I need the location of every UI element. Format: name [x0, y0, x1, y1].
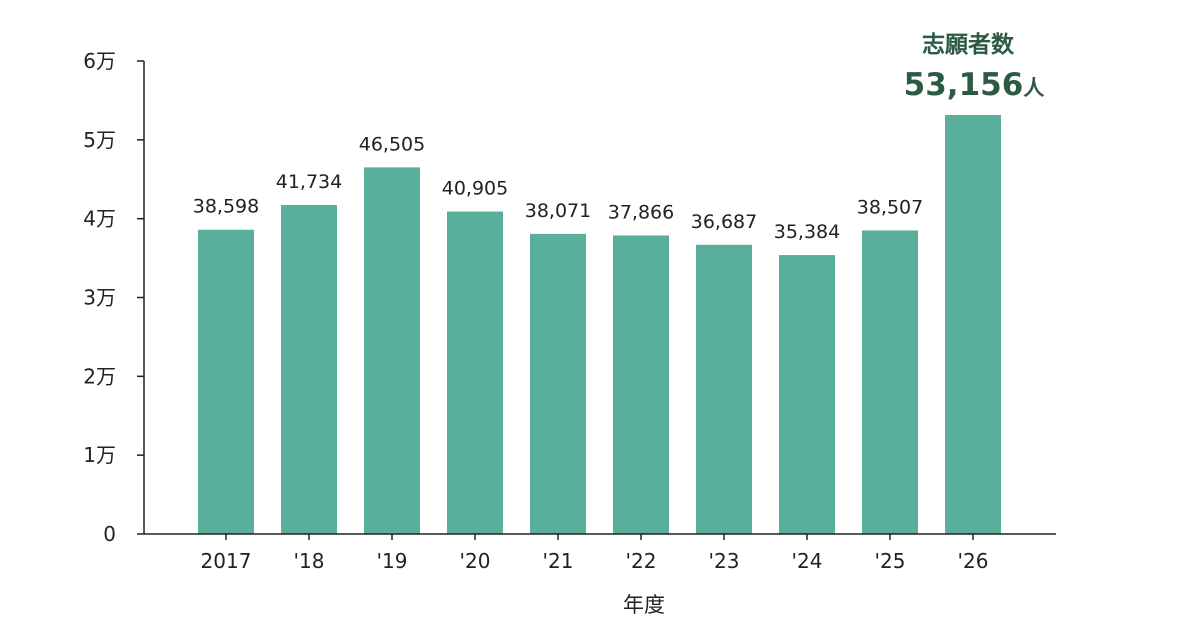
x-tick-label: '18: [294, 549, 325, 573]
bar: [364, 167, 420, 534]
bar: [613, 235, 669, 535]
y-tick-label: 0: [103, 522, 116, 546]
x-tick-label: '21: [543, 549, 574, 573]
bar: [696, 244, 752, 534]
x-tick-label: '26: [958, 549, 989, 573]
bar-value-label: 36,687: [691, 211, 757, 233]
y-tick-label: 6万: [83, 49, 116, 73]
y-axis-ticks: 0 1万 2万 3万 4万 5万 6万: [83, 49, 144, 546]
bar-value-label: 35,384: [774, 221, 840, 243]
bar: [945, 114, 1001, 534]
bar-value-label: 38,507: [857, 196, 923, 218]
highlight-number: 53,156: [904, 67, 1024, 103]
x-tick-label: '22: [626, 549, 657, 573]
bar: [530, 233, 586, 535]
bar-value-label: 46,505: [359, 133, 425, 155]
x-tick-label: '25: [875, 549, 906, 573]
bar-value-label: 40,905: [442, 178, 508, 200]
highlight-unit: 人: [1023, 76, 1044, 100]
x-tick-label: '20: [460, 549, 491, 573]
bar: [447, 211, 503, 534]
bar: [862, 230, 918, 535]
bar: [281, 204, 337, 535]
highlight-value: 53,156人: [904, 67, 1045, 103]
y-tick-label: 5万: [83, 128, 116, 152]
x-axis-title: 年度: [623, 593, 665, 617]
y-tick-label: 1万: [83, 443, 116, 467]
y-tick-label: 4万: [83, 207, 116, 231]
y-tick-label: 3万: [83, 286, 116, 310]
value-labels: 38,598 41,734 46,505 40,905 38,071 37,866 36,6…: [193, 133, 923, 243]
y-tick-label: 2万: [83, 364, 116, 388]
highlight-annotation: 志願者数 53,156人: [904, 32, 1045, 103]
x-axis-ticks: 2017 '18 '19 '20 '21 '22 '23 '24 '25 '26: [201, 534, 989, 573]
bar-value-label: 37,866: [608, 201, 674, 223]
bar-value-label: 41,734: [276, 171, 342, 193]
bar: [198, 229, 254, 534]
bars: [198, 114, 1001, 535]
x-tick-label: '24: [792, 549, 823, 573]
bar-value-label: 38,071: [525, 200, 591, 222]
x-tick-label: '19: [377, 549, 408, 573]
highlight-title: 志願者数: [922, 32, 1015, 58]
bar: [779, 255, 835, 534]
x-tick-label: 2017: [201, 549, 252, 573]
x-tick-label: '23: [709, 549, 740, 573]
bar-value-label: 38,598: [193, 196, 259, 218]
